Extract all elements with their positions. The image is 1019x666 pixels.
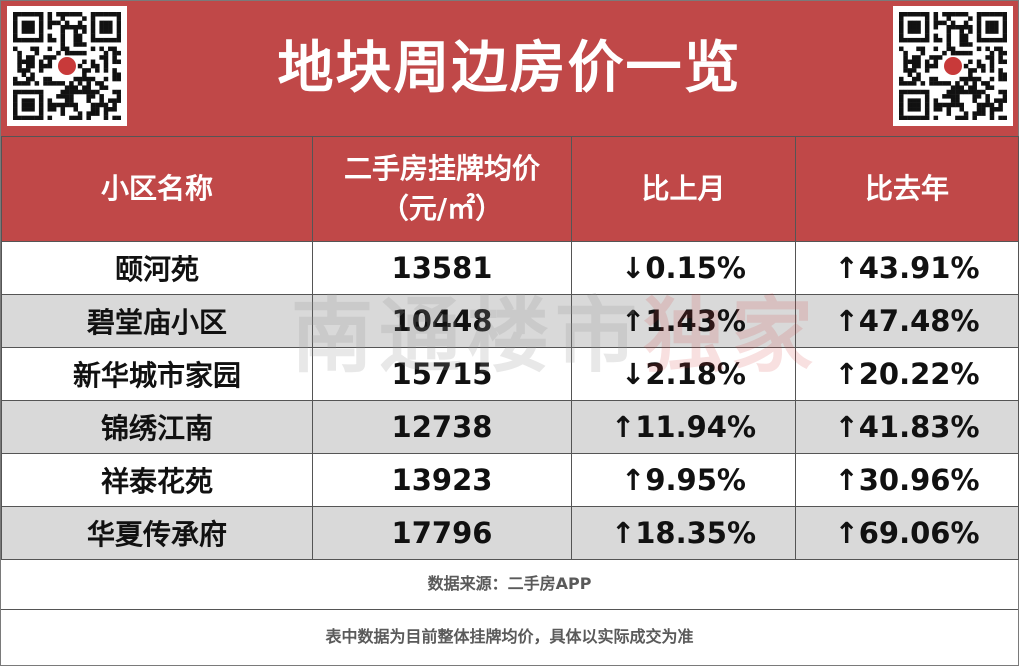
qr-code-icon xyxy=(13,12,121,120)
community-name: 碧堂庙小区 xyxy=(1,294,313,348)
qr-code-left[interactable] xyxy=(7,6,127,126)
footnote: 表中数据为目前整体挂牌均价，具体以实际成交为准 xyxy=(325,627,694,646)
title-bar: 地块周边房价一览 xyxy=(1,1,1018,137)
table-row: 华夏传承府 17796 ↑18.35% ↑69.06% xyxy=(1,506,1019,560)
listing-price: 15715 xyxy=(312,347,572,401)
year-change: ↑41.83% xyxy=(795,400,1019,454)
community-name: 华夏传承府 xyxy=(1,506,313,560)
header-listing-price: 二手房挂牌均价 （元/㎡） xyxy=(312,136,572,242)
listing-price: 13923 xyxy=(312,453,572,507)
year-change: ↑30.96% xyxy=(795,453,1019,507)
community-name: 祥泰花苑 xyxy=(1,453,313,507)
community-name: 颐河苑 xyxy=(1,241,313,295)
table-row: 新华城市家园 15715 ↓2.18% ↑20.22% xyxy=(1,347,1019,401)
table-header-row: 小区名称 二手房挂牌均价 （元/㎡） 比上月 比去年 xyxy=(1,136,1019,242)
table-row: 碧堂庙小区 10448 ↑1.43% ↑47.48% xyxy=(1,294,1019,348)
listing-price: 13581 xyxy=(312,241,572,295)
listing-price: 17796 xyxy=(312,506,572,560)
month-change: ↑11.94% xyxy=(571,400,796,454)
table-row: 锦绣江南 12738 ↑11.94% ↑41.83% xyxy=(1,400,1019,454)
month-change: ↑9.95% xyxy=(571,453,796,507)
header-year-change: 比去年 xyxy=(795,136,1019,242)
qr-logo-mark xyxy=(58,57,76,75)
price-table: 小区名称 二手房挂牌均价 （元/㎡） 比上月 比去年 颐河苑 13581 ↓0.… xyxy=(1,136,1019,560)
month-change: ↑18.35% xyxy=(571,506,796,560)
month-change: ↓0.15% xyxy=(571,241,796,295)
year-change: ↑47.48% xyxy=(795,294,1019,348)
header-month-change: 比上月 xyxy=(571,136,796,242)
listing-price: 12738 xyxy=(312,400,572,454)
qr-code-right[interactable] xyxy=(893,6,1013,126)
qr-code-icon xyxy=(899,12,1007,120)
qr-logo-mark xyxy=(944,57,962,75)
listing-price: 10448 xyxy=(312,294,572,348)
page-title: 地块周边房价一览 xyxy=(277,36,742,101)
year-change: ↑20.22% xyxy=(795,347,1019,401)
data-source: 数据来源：二手房APP xyxy=(1,559,1018,610)
community-name: 锦绣江南 xyxy=(1,400,313,454)
header-community-name: 小区名称 xyxy=(1,136,313,242)
month-change: ↑1.43% xyxy=(571,294,796,348)
month-change: ↓2.18% xyxy=(571,347,796,401)
year-change: ↑69.06% xyxy=(795,506,1019,560)
year-change: ↑43.91% xyxy=(795,241,1019,295)
community-name: 新华城市家园 xyxy=(1,347,313,401)
table-row: 颐河苑 13581 ↓0.15% ↑43.91% xyxy=(1,241,1019,295)
table-row: 祥泰花苑 13923 ↑9.95% ↑30.96% xyxy=(1,453,1019,507)
